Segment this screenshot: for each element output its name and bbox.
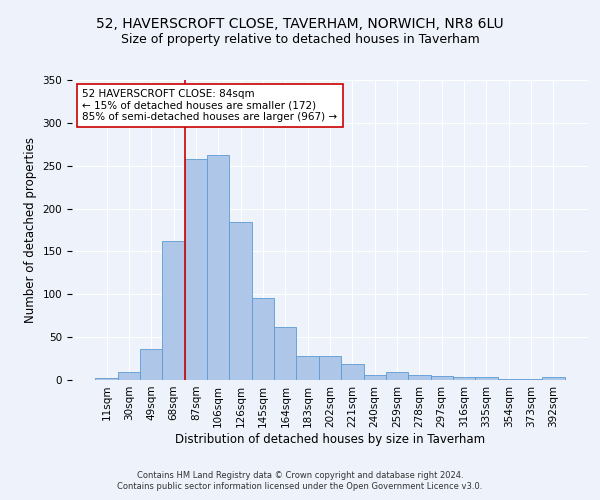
Bar [497,379,520,380]
Bar [140,349,163,380]
Bar [118,372,140,380]
Text: Contains public sector information licensed under the Open Government Licence v3: Contains public sector information licen… [118,482,482,491]
Y-axis label: Number of detached properties: Number of detached properties [24,137,37,323]
X-axis label: Distribution of detached houses by size in Taverham: Distribution of detached houses by size … [175,432,485,446]
Bar [207,156,229,380]
Bar [453,376,475,380]
Bar [296,356,319,380]
Bar [319,356,341,380]
Bar [431,376,453,380]
Bar [341,364,364,380]
Bar [274,327,296,380]
Text: Contains HM Land Registry data © Crown copyright and database right 2024.: Contains HM Land Registry data © Crown c… [137,471,463,480]
Text: Size of property relative to detached houses in Taverham: Size of property relative to detached ho… [121,32,479,46]
Bar [163,241,185,380]
Text: 52 HAVERSCROFT CLOSE: 84sqm
← 15% of detached houses are smaller (172)
85% of se: 52 HAVERSCROFT CLOSE: 84sqm ← 15% of det… [82,89,337,122]
Bar [475,376,497,380]
Bar [252,298,274,380]
Text: 52, HAVERSCROFT CLOSE, TAVERHAM, NORWICH, NR8 6LU: 52, HAVERSCROFT CLOSE, TAVERHAM, NORWICH… [96,18,504,32]
Bar [542,378,565,380]
Bar [520,379,542,380]
Bar [185,159,207,380]
Bar [364,375,386,380]
Bar [95,378,118,380]
Bar [386,372,408,380]
Bar [408,375,431,380]
Bar [229,222,252,380]
